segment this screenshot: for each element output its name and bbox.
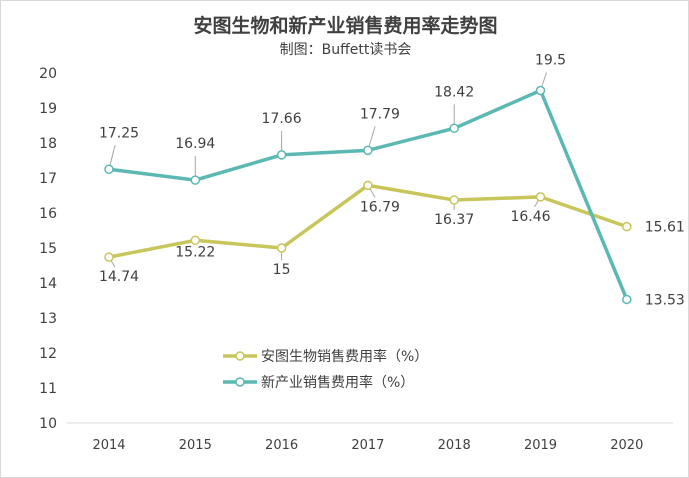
data-label: 16.79 [360,199,400,215]
data-label: 17.25 [99,125,139,141]
data-point [535,85,546,96]
data-point [190,235,201,246]
chart-subtitle: 制图：Buffett读书会 [279,42,412,58]
data-point [363,145,373,156]
data-label: 13.53 [645,292,685,308]
data-label: 18.42 [434,84,474,100]
data-point [104,164,114,174]
y-tick-label: 10 [39,416,57,432]
data-point [276,150,287,160]
data-label: 15.61 [645,220,685,236]
y-tick-label: 15 [39,241,57,257]
data-point [622,294,632,305]
data-point [276,243,287,253]
data-label: 17.66 [262,111,302,127]
x-tick-label: 2015 [179,438,212,453]
y-tick-label: 11 [39,381,57,397]
y-tick-label: 14 [39,276,57,292]
data-point [190,175,201,185]
y-tick-label: 12 [39,346,57,362]
legend-label: 安图生物销售费用率（%） [261,348,428,365]
chart-title: 安图生物和新产业销售费用率走势图 [193,15,498,37]
data-point [535,192,546,202]
legend-swatch-marker [235,377,245,387]
data-label: 15.22 [175,244,215,260]
data-label: 16.37 [434,212,474,228]
legend-label: 新产业销售费用率（%） [261,374,414,391]
data-point [363,180,373,191]
x-tick-label: 2014 [92,438,125,453]
x-tick-label: 2016 [265,438,298,453]
x-tick-label: 2018 [438,438,471,453]
y-tick-label: 19 [39,101,57,117]
data-label: 19.5 [535,53,566,69]
x-tick-label: 2019 [524,438,557,453]
y-tick-label: 20 [39,66,57,82]
data-point [104,252,114,262]
data-label: 17.79 [360,106,400,122]
y-tick-label: 13 [39,311,57,327]
data-point [622,221,632,232]
y-tick-label: 16 [39,206,57,222]
legend-swatch-marker [235,351,245,361]
data-label: 16.94 [175,136,215,152]
data-label: 14.74 [99,269,139,285]
y-tick-label: 17 [39,171,57,187]
data-label: 15 [273,262,291,278]
data-label: 16.46 [510,209,550,225]
x-tick-label: 2020 [610,438,643,453]
x-tick-label: 2017 [351,438,384,453]
data-point [449,195,459,205]
y-tick-label: 18 [39,136,57,152]
data-point [449,123,459,134]
